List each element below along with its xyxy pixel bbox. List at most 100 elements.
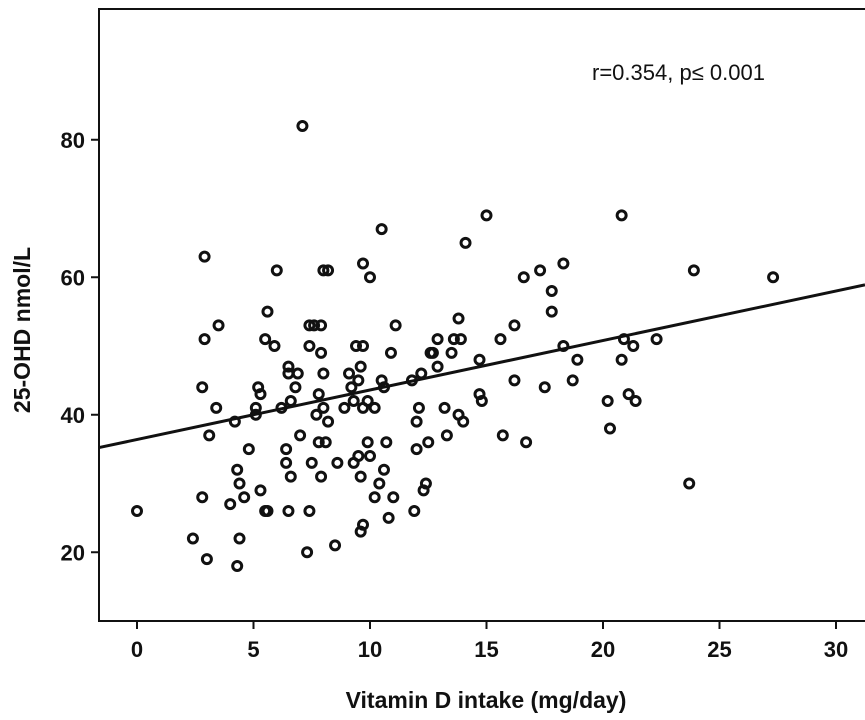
data-point xyxy=(426,346,439,359)
plot-frame xyxy=(98,8,865,622)
data-point xyxy=(357,340,370,352)
data-point xyxy=(303,505,316,517)
data-point xyxy=(282,367,295,380)
data-point xyxy=(440,429,453,442)
data-point xyxy=(377,463,390,476)
data-point xyxy=(617,333,630,346)
data-point xyxy=(303,340,316,352)
data-point xyxy=(615,209,628,222)
data-point xyxy=(329,539,342,552)
data-point xyxy=(249,408,262,421)
data-point xyxy=(382,511,395,524)
data-point xyxy=(377,381,390,394)
data-point xyxy=(198,333,211,346)
data-point xyxy=(517,271,530,284)
x-axis: 0 5 10 15 20 25 30 xyxy=(131,621,848,662)
data-point xyxy=(228,415,241,428)
data-points xyxy=(131,120,780,572)
data-point xyxy=(322,264,335,277)
data-point xyxy=(284,395,297,407)
x-tick-label: 25 xyxy=(707,637,731,662)
data-point xyxy=(233,532,246,545)
data-point xyxy=(186,532,199,545)
y-tick-label: 40 xyxy=(61,403,85,428)
data-point xyxy=(419,477,432,490)
y-tick-label: 20 xyxy=(61,540,85,565)
data-point xyxy=(412,401,425,414)
data-point xyxy=(259,333,272,346)
x-tick-label: 15 xyxy=(474,637,498,662)
data-point xyxy=(270,264,283,277)
data-point xyxy=(282,360,295,373)
data-point xyxy=(629,395,642,407)
data-point xyxy=(601,395,614,407)
regression-line xyxy=(98,283,865,450)
correlation-annotation: r=0.354, p≤ 0.001 xyxy=(592,60,765,85)
data-point xyxy=(275,401,288,414)
data-point xyxy=(291,367,304,380)
data-point xyxy=(375,223,388,236)
data-point xyxy=(480,209,493,222)
data-point xyxy=(473,353,486,366)
data-point xyxy=(566,374,579,387)
data-point xyxy=(603,422,616,435)
data-point xyxy=(438,401,451,414)
data-point xyxy=(280,456,293,469)
data-point xyxy=(303,319,316,332)
data-point xyxy=(352,374,365,387)
data-point xyxy=(354,360,367,373)
data-point xyxy=(520,436,533,449)
data-point xyxy=(315,470,328,483)
data-point xyxy=(261,305,274,318)
data-point xyxy=(268,340,281,352)
data-point xyxy=(389,319,402,332)
data-point xyxy=(347,395,360,407)
data-point xyxy=(322,415,335,428)
data-point xyxy=(200,553,213,566)
data-point xyxy=(294,429,307,442)
data-point xyxy=(457,415,470,428)
x-tick-label: 5 xyxy=(247,637,259,662)
data-point xyxy=(538,381,551,394)
data-point xyxy=(301,546,314,559)
data-point xyxy=(571,353,584,366)
data-point xyxy=(354,470,367,483)
data-point xyxy=(357,518,370,531)
data-point xyxy=(431,333,444,346)
x-tick-label: 10 xyxy=(358,637,382,662)
data-point xyxy=(380,436,393,449)
x-axis-title: Vitamin D intake (mg/day) xyxy=(346,687,627,713)
data-point xyxy=(317,367,330,380)
x-tick-label: 30 xyxy=(824,637,848,662)
data-point xyxy=(331,456,344,469)
y-axis-title: 25-OHD nmol/L xyxy=(9,247,35,413)
data-point xyxy=(405,374,418,387)
data-point xyxy=(296,120,309,132)
data-point xyxy=(305,456,318,469)
data-point xyxy=(447,333,460,346)
data-point xyxy=(384,346,397,359)
data-point xyxy=(767,271,780,284)
data-point xyxy=(352,450,365,462)
data-point xyxy=(364,271,376,284)
data-point xyxy=(289,381,302,394)
data-point xyxy=(238,491,251,504)
data-point xyxy=(459,236,472,249)
data-point xyxy=(422,436,435,449)
data-point xyxy=(557,340,570,352)
data-point xyxy=(452,312,465,325)
data-point xyxy=(224,498,237,511)
data-point xyxy=(312,436,325,449)
data-point xyxy=(615,353,628,366)
data-point xyxy=(315,319,328,332)
data-point xyxy=(683,477,696,490)
data-point xyxy=(315,346,328,359)
data-point xyxy=(364,450,376,462)
data-point xyxy=(254,484,267,497)
data-point xyxy=(545,285,558,297)
data-point xyxy=(431,360,444,373)
data-point xyxy=(387,491,400,504)
data-point xyxy=(231,463,244,476)
data-point xyxy=(242,443,255,456)
